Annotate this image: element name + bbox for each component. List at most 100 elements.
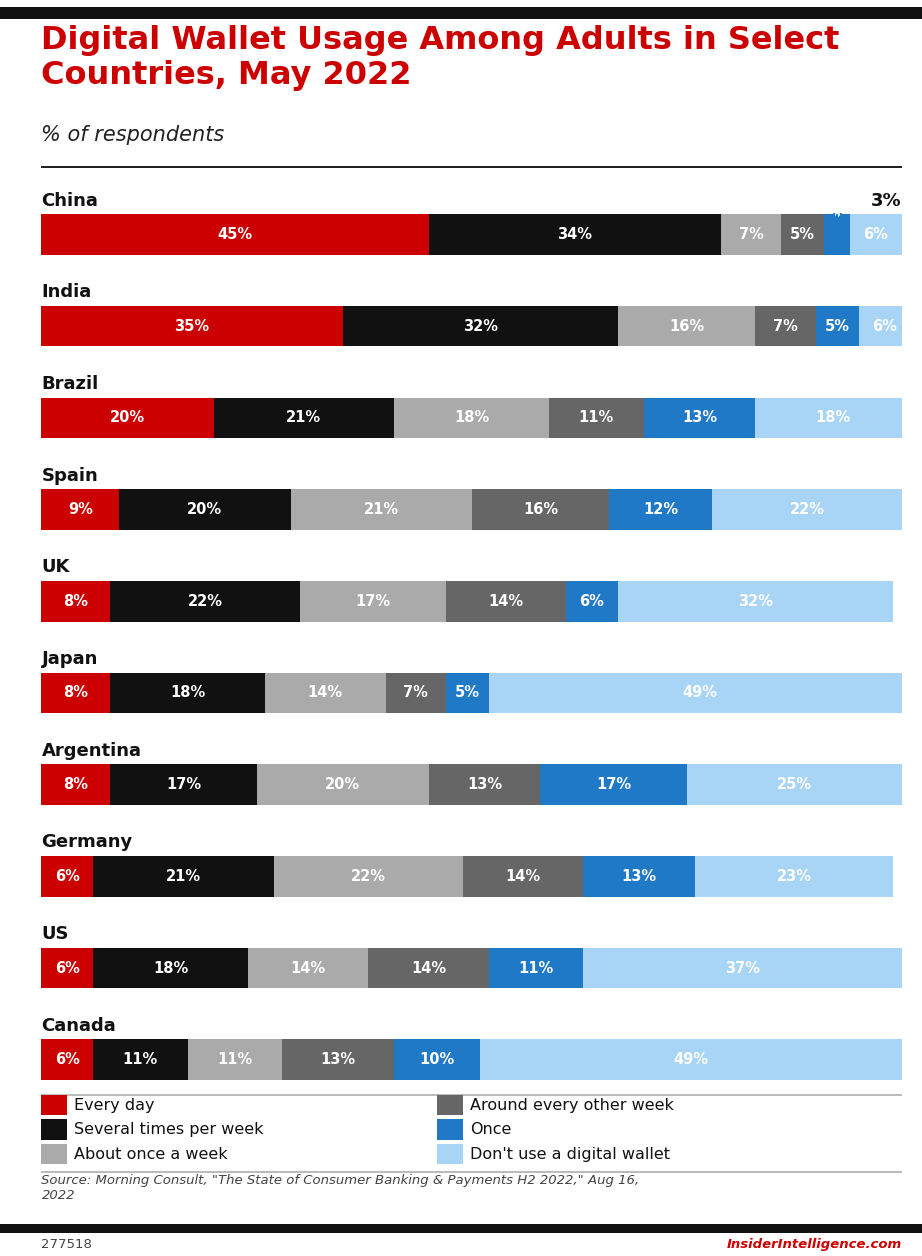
Text: 21%: 21% bbox=[287, 411, 322, 426]
Text: 5%: 5% bbox=[790, 227, 815, 242]
Text: 18%: 18% bbox=[454, 411, 490, 426]
Text: 6%: 6% bbox=[872, 319, 897, 334]
Text: China: China bbox=[41, 192, 99, 210]
Text: 13%: 13% bbox=[621, 869, 656, 884]
Bar bbox=[41, 215, 429, 255]
Bar bbox=[41, 1095, 67, 1115]
Text: 6%: 6% bbox=[580, 594, 605, 609]
Bar bbox=[489, 948, 584, 988]
Bar bbox=[41, 1144, 67, 1164]
Text: 13%: 13% bbox=[467, 777, 502, 793]
Bar bbox=[93, 1040, 188, 1080]
Text: 7%: 7% bbox=[739, 227, 763, 242]
Text: 14%: 14% bbox=[308, 686, 343, 701]
Bar bbox=[489, 673, 910, 713]
Text: Once: Once bbox=[470, 1122, 512, 1137]
Bar bbox=[111, 582, 300, 622]
Bar bbox=[644, 398, 755, 438]
Text: Around every other week: Around every other week bbox=[470, 1098, 674, 1113]
Text: 13%: 13% bbox=[321, 1053, 356, 1068]
Text: 5%: 5% bbox=[824, 319, 850, 334]
Bar bbox=[41, 857, 93, 897]
Bar bbox=[824, 215, 850, 255]
Text: 17%: 17% bbox=[166, 777, 201, 793]
Bar bbox=[41, 306, 343, 347]
Bar bbox=[282, 1040, 395, 1080]
Text: Every day: Every day bbox=[74, 1098, 155, 1113]
Text: 10%: 10% bbox=[420, 1053, 455, 1068]
Text: 21%: 21% bbox=[363, 502, 399, 517]
Bar bbox=[687, 765, 902, 805]
Text: 11%: 11% bbox=[123, 1053, 158, 1068]
Text: Canada: Canada bbox=[41, 1017, 116, 1035]
Text: 14%: 14% bbox=[290, 961, 325, 976]
Text: 22%: 22% bbox=[789, 502, 824, 517]
Text: 17%: 17% bbox=[355, 594, 390, 609]
Text: 20%: 20% bbox=[187, 502, 222, 517]
Bar bbox=[446, 582, 566, 622]
Text: 11%: 11% bbox=[218, 1053, 253, 1068]
Bar bbox=[446, 673, 489, 713]
Bar bbox=[429, 765, 540, 805]
Text: 37%: 37% bbox=[725, 961, 760, 976]
Bar bbox=[755, 306, 816, 347]
Bar bbox=[93, 857, 274, 897]
Bar bbox=[721, 215, 781, 255]
Bar bbox=[41, 673, 111, 713]
Bar bbox=[781, 215, 824, 255]
Bar bbox=[385, 673, 446, 713]
Text: 8%: 8% bbox=[64, 686, 89, 701]
Text: 25%: 25% bbox=[776, 777, 811, 793]
Text: 21%: 21% bbox=[166, 869, 201, 884]
Text: Digital Wallet Usage Among Adults in Select
Countries, May 2022: Digital Wallet Usage Among Adults in Sel… bbox=[41, 25, 840, 90]
Bar bbox=[480, 1040, 902, 1080]
Text: 22%: 22% bbox=[351, 869, 386, 884]
Text: 16%: 16% bbox=[523, 502, 558, 517]
Bar bbox=[584, 948, 902, 988]
Text: 14%: 14% bbox=[505, 869, 541, 884]
Text: US: US bbox=[41, 926, 69, 943]
Text: 22%: 22% bbox=[187, 594, 222, 609]
Text: 35%: 35% bbox=[174, 319, 209, 334]
Bar bbox=[463, 857, 584, 897]
Text: 7%: 7% bbox=[774, 319, 798, 334]
Bar bbox=[471, 490, 609, 530]
Text: 17%: 17% bbox=[596, 777, 631, 793]
Bar bbox=[429, 215, 721, 255]
Bar bbox=[188, 1040, 282, 1080]
Text: 9%: 9% bbox=[67, 502, 92, 517]
Bar bbox=[41, 1040, 93, 1080]
Bar bbox=[816, 306, 858, 347]
Text: Spain: Spain bbox=[41, 467, 99, 485]
Text: Argentina: Argentina bbox=[41, 742, 141, 760]
Bar bbox=[274, 857, 463, 897]
Bar bbox=[41, 490, 119, 530]
Bar bbox=[850, 215, 902, 255]
Text: 32%: 32% bbox=[738, 594, 773, 609]
Bar bbox=[248, 948, 369, 988]
Text: 49%: 49% bbox=[682, 686, 717, 701]
Text: 12%: 12% bbox=[644, 502, 679, 517]
Bar bbox=[584, 857, 695, 897]
Bar bbox=[437, 1144, 463, 1164]
Bar bbox=[858, 306, 910, 347]
Bar bbox=[41, 582, 111, 622]
Bar bbox=[256, 765, 429, 805]
Bar bbox=[437, 1095, 463, 1115]
Text: 16%: 16% bbox=[669, 319, 704, 334]
Text: % of respondents: % of respondents bbox=[41, 126, 225, 146]
Bar bbox=[437, 1119, 463, 1140]
Text: 20%: 20% bbox=[325, 777, 361, 793]
Text: UK: UK bbox=[41, 559, 70, 577]
Bar bbox=[300, 582, 446, 622]
Bar bbox=[369, 948, 489, 988]
Text: Several times per week: Several times per week bbox=[74, 1122, 264, 1137]
Bar bbox=[41, 948, 93, 988]
Text: 6%: 6% bbox=[864, 227, 888, 242]
Bar bbox=[111, 673, 266, 713]
Text: India: India bbox=[41, 284, 92, 301]
Bar bbox=[549, 398, 644, 438]
Bar bbox=[618, 306, 755, 347]
Text: 18%: 18% bbox=[170, 686, 206, 701]
Text: 20%: 20% bbox=[110, 411, 145, 426]
